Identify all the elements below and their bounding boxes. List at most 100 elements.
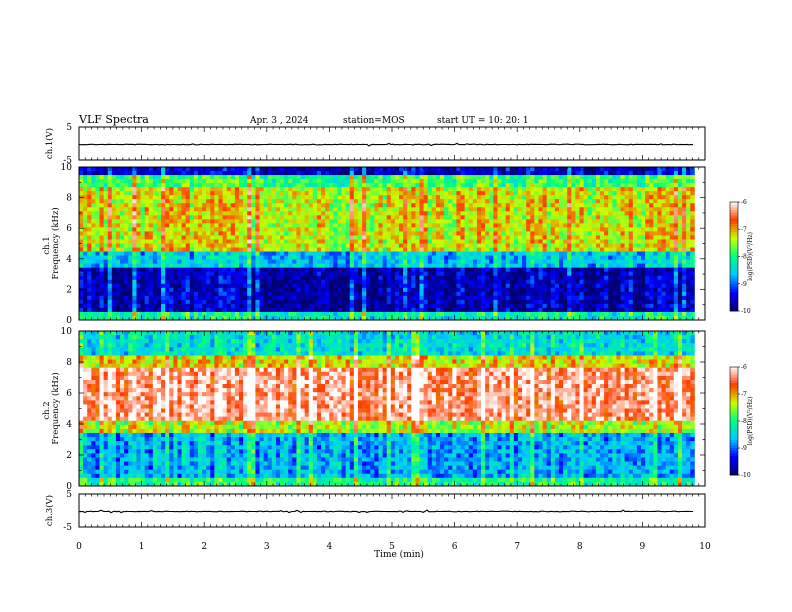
spectrogram-cell xyxy=(251,235,256,240)
spectrogram-cell xyxy=(197,247,203,252)
spectrogram-cell xyxy=(83,259,88,265)
spectrogram-cell xyxy=(197,203,203,208)
spectrogram-cell xyxy=(579,235,584,240)
spectrogram-cell xyxy=(132,187,137,192)
spectrogram-cell xyxy=(411,211,416,216)
spectrogram-cell xyxy=(493,255,498,261)
spectrogram-cell xyxy=(591,171,597,176)
spectrogram-cell xyxy=(558,199,564,204)
spectrogram-cell xyxy=(189,279,195,285)
spectrogram-cell xyxy=(345,227,351,232)
spectrogram-cell xyxy=(673,171,679,176)
spectrogram-cell xyxy=(193,187,199,192)
spectrogram-cell xyxy=(682,227,687,232)
spectrogram-cell xyxy=(247,231,252,236)
spectrogram-cell xyxy=(645,271,650,277)
spectrogram-cell xyxy=(538,219,543,224)
spectrogram-cell xyxy=(218,183,223,188)
spectrogram-cell xyxy=(165,279,170,285)
spectrogram-cell xyxy=(181,275,187,281)
spectrogram-cell xyxy=(431,283,437,289)
spectrogram-cell xyxy=(210,239,215,244)
spectrogram-cell xyxy=(304,251,310,256)
spectrogram-cell xyxy=(120,183,125,188)
spectrogram-cell xyxy=(620,247,626,252)
spectrogram-cell xyxy=(321,199,326,204)
spectrogram-cell xyxy=(165,271,170,277)
spectrogram-cell xyxy=(505,207,511,212)
spectrogram-cell xyxy=(210,243,215,248)
spectrogram-cell xyxy=(435,259,441,265)
spectrogram-cell xyxy=(156,207,162,212)
spectrogram-cell xyxy=(107,203,113,208)
spectrogram-cell xyxy=(378,287,383,293)
spectrogram-cell xyxy=(452,271,457,277)
spectrogram-cell xyxy=(255,191,260,196)
spectrogram-cell xyxy=(497,271,502,277)
spectrogram-cell xyxy=(641,199,646,204)
spectrogram-cell xyxy=(132,267,137,273)
spectrogram-cell xyxy=(456,175,461,180)
spectrogram-cell xyxy=(481,271,486,277)
spectrogram-cell xyxy=(444,263,449,269)
spectrogram-cell xyxy=(222,227,228,232)
spectrogram-cell xyxy=(620,219,626,224)
spectrogram-cell xyxy=(115,191,121,196)
spectrogram-cell xyxy=(292,271,297,277)
spectrogram-cell xyxy=(407,231,412,236)
spectrogram-cell xyxy=(657,195,662,200)
spectrogram-cell xyxy=(411,231,416,236)
spectrogram-cell xyxy=(366,171,371,176)
spectrogram-cell xyxy=(267,223,273,228)
spectrogram-cell xyxy=(345,231,351,236)
spectrogram-cell xyxy=(247,271,252,277)
spectrogram-cell xyxy=(407,211,412,216)
spectrogram-cell xyxy=(452,207,457,212)
spectrogram-cell xyxy=(427,243,433,248)
spectrogram-cell xyxy=(189,223,195,228)
spectrogram-cell xyxy=(628,243,634,248)
spectrogram-cell xyxy=(558,215,564,220)
spectrogram-cell xyxy=(686,187,691,192)
spectrogram-cell xyxy=(563,215,568,220)
spectrogram-cell xyxy=(353,183,359,188)
spectrogram-cell xyxy=(460,239,466,244)
spectrogram-cell xyxy=(452,283,457,289)
spectrogram-cell xyxy=(534,183,539,188)
spectrogram-cell xyxy=(534,255,539,261)
spectrogram-cell xyxy=(546,223,552,228)
spectrogram-cell xyxy=(665,247,671,252)
spectrogram-cell xyxy=(677,203,683,208)
spectrogram-cell xyxy=(304,235,310,240)
spectrogram-cell xyxy=(669,235,675,240)
spectrogram-cell xyxy=(575,243,580,248)
spectrogram-cell xyxy=(370,263,375,269)
spectrogram-cell xyxy=(686,211,691,216)
spectrogram-cell xyxy=(673,275,679,281)
spectrogram-cell xyxy=(206,267,211,273)
spectrogram-cell xyxy=(407,223,412,228)
spectrogram-cell xyxy=(661,255,667,261)
spectrogram-cell xyxy=(661,259,667,265)
spectrogram-cell xyxy=(366,187,371,192)
spectrogram-cell xyxy=(513,199,519,204)
spectrogram-cell xyxy=(534,219,539,224)
spectrogram-cell xyxy=(345,171,351,176)
spectrogram-cell xyxy=(407,179,412,184)
spectrogram-cell xyxy=(95,267,100,273)
spectrogram-cell xyxy=(394,167,400,172)
spectrogram-cell xyxy=(161,207,166,212)
spectrogram-cell xyxy=(300,175,306,180)
spectrogram-cell xyxy=(263,239,269,244)
spectrogram-cell xyxy=(296,231,301,236)
spectrogram-cell xyxy=(673,239,679,244)
spectrogram-cell xyxy=(567,227,572,232)
spectrogram-cell xyxy=(645,283,650,289)
spectrogram-cell xyxy=(103,271,109,277)
spectrogram-cell xyxy=(353,239,359,244)
spectrogram-cell xyxy=(649,175,654,180)
spectrogram-cell xyxy=(505,239,511,244)
spectrogram-cell xyxy=(185,219,191,224)
spectrogram-cell xyxy=(169,179,174,184)
spectrogram-cell xyxy=(140,247,146,252)
